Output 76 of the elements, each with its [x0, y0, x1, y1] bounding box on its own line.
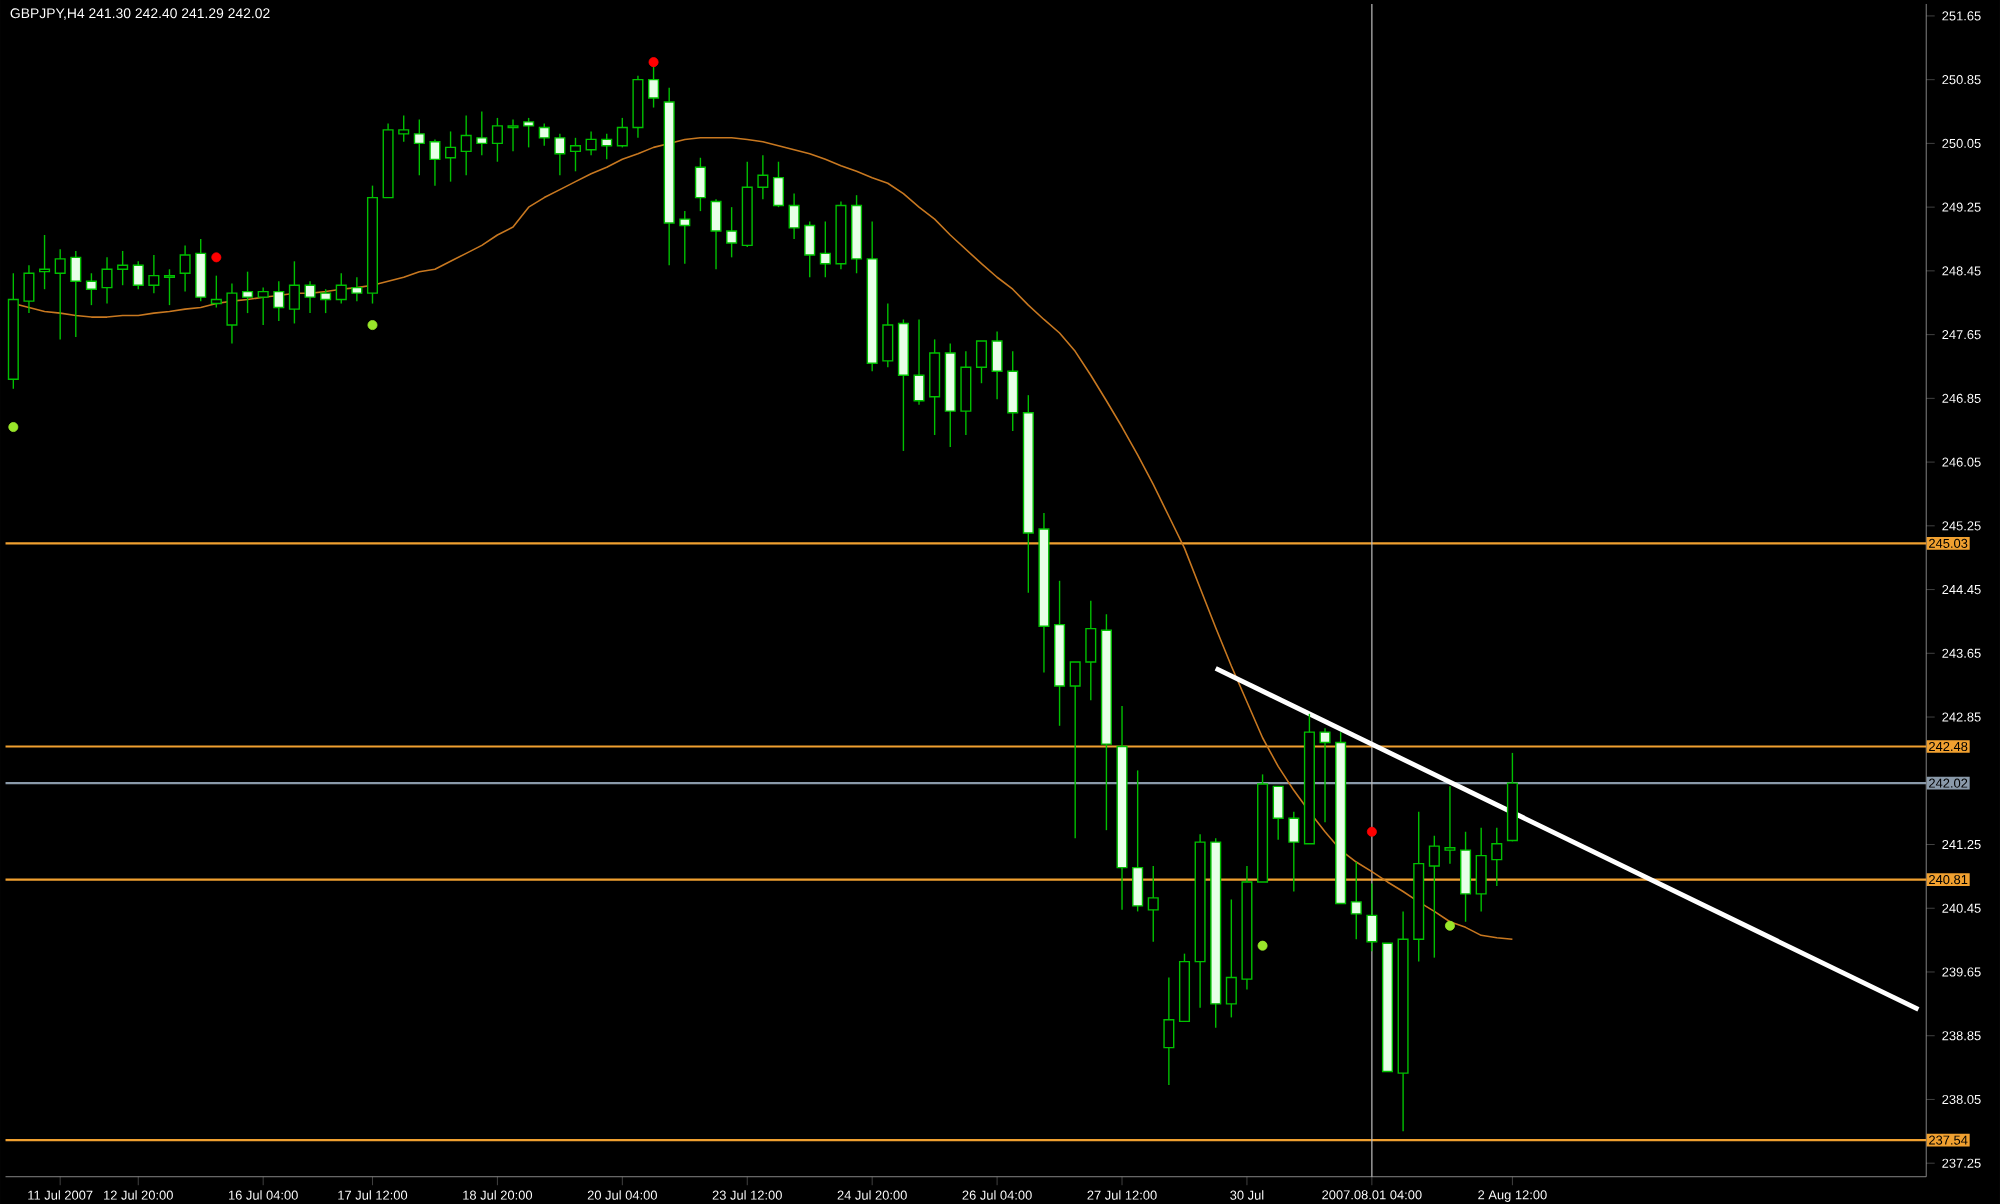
candlestick — [195, 238, 207, 302]
candlestick — [819, 220, 831, 278]
candlestick — [679, 210, 691, 265]
candlestick — [694, 156, 706, 212]
point — [211, 252, 222, 262]
candlestick — [632, 74, 644, 139]
candlestick — [788, 192, 800, 240]
candlestick — [585, 130, 597, 156]
candlestick — [1085, 599, 1097, 701]
candlestick — [288, 260, 300, 324]
candlestick — [23, 264, 35, 314]
candlestick — [507, 118, 519, 152]
candlestick — [163, 268, 176, 306]
candlestick — [757, 154, 769, 200]
candlestick — [210, 274, 222, 308]
candlestick — [226, 282, 238, 344]
candlestick — [491, 116, 503, 163]
candlestick — [1444, 785, 1456, 865]
candlestick — [1475, 826, 1487, 912]
candlestick — [351, 276, 363, 302]
point — [648, 56, 659, 67]
candlestick — [429, 138, 441, 187]
candlestick — [1132, 769, 1144, 912]
candlestick — [101, 256, 113, 304]
candlestick — [132, 260, 144, 290]
candlestick — [1007, 350, 1019, 432]
candlestick — [1366, 882, 1378, 952]
point — [367, 319, 378, 330]
candlestick — [1350, 861, 1362, 940]
candlestick — [882, 302, 894, 368]
candlestick — [538, 122, 550, 147]
candlestick — [117, 249, 129, 286]
candlestick — [335, 272, 347, 304]
candlestick — [398, 114, 410, 143]
candlestick — [1163, 976, 1175, 1086]
candlestick — [257, 286, 269, 326]
candlestick — [601, 132, 613, 160]
candlestick — [616, 116, 628, 148]
candlestick — [54, 248, 66, 340]
candlestick — [320, 288, 332, 314]
candlestick — [726, 206, 738, 258]
candlestick — [148, 253, 160, 294]
candlestick — [476, 110, 488, 156]
candlestick — [975, 339, 988, 384]
candlestick — [960, 350, 972, 436]
candlestick — [1491, 826, 1503, 887]
candlestick — [273, 280, 285, 322]
candlestick — [445, 130, 457, 183]
candlestick — [1272, 785, 1284, 841]
candlestick — [304, 280, 316, 314]
candlestick — [554, 132, 566, 176]
candlestick — [772, 160, 785, 208]
point — [8, 421, 19, 432]
candlestick — [1428, 834, 1440, 959]
candlestick — [1288, 810, 1300, 892]
point — [1366, 826, 1377, 837]
candlestick — [929, 338, 941, 436]
candlestick — [242, 270, 254, 314]
candlestick — [70, 249, 82, 338]
candlestick — [991, 330, 1003, 400]
candlestick — [413, 118, 425, 176]
point — [1444, 920, 1455, 931]
candlestick — [710, 198, 722, 270]
candlestick — [460, 114, 472, 176]
candlestick — [569, 136, 582, 172]
candlestick — [1319, 727, 1331, 823]
candlestick — [179, 244, 191, 292]
candlestick — [1069, 661, 1081, 839]
candlestick — [85, 272, 97, 306]
candlestick — [913, 318, 925, 406]
candlestick — [1225, 898, 1237, 1018]
candlestick — [1460, 830, 1472, 923]
candlestick — [1147, 865, 1159, 943]
candlestick — [523, 116, 535, 148]
candlestick — [804, 220, 816, 278]
point — [1257, 940, 1268, 951]
